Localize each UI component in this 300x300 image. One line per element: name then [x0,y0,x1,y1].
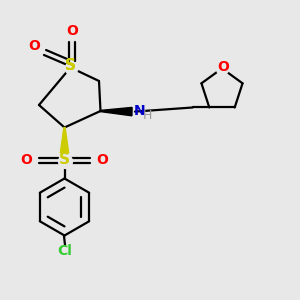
Text: O: O [217,60,229,74]
Text: S: S [59,152,70,167]
Polygon shape [60,128,69,153]
Text: H: H [142,109,152,122]
Text: O: O [67,24,79,38]
Polygon shape [100,107,132,116]
Text: O: O [97,153,109,167]
Text: N: N [134,104,145,118]
Text: S: S [65,58,76,74]
Text: S: S [65,58,76,74]
Text: Cl: Cl [57,244,72,258]
Text: O: O [20,153,32,167]
Text: O: O [28,40,40,53]
